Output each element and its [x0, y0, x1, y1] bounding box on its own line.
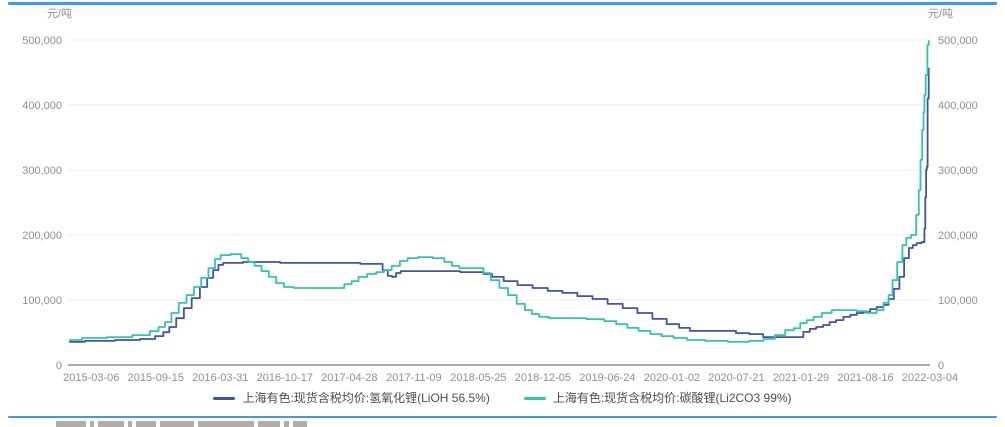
- x-axis-label: 2021-01-29: [773, 372, 829, 384]
- li2co3-line-marker-icon: [523, 396, 546, 400]
- y-axis-label-right: 300,000: [938, 165, 978, 177]
- x-axis-label: 2018-05-25: [450, 372, 506, 384]
- x-axis-label: 2015-03-06: [63, 372, 119, 384]
- legend-item-lioh[interactable]: 上海有色:现货含税均价:氢氧化锂(LiOH 56.5%): [213, 391, 490, 405]
- x-axis-label: 2019-06-24: [579, 372, 635, 384]
- y-axis-label-left: 500,000: [22, 35, 62, 47]
- x-axis-label: 2016-03-31: [192, 372, 248, 384]
- cropped-text-fragment: [56, 421, 307, 427]
- legend-item-li2co3[interactable]: 上海有色:现货含税均价:碳酸锂(Li2CO3 99%): [523, 391, 792, 405]
- y-axis-label-left: 200,000: [22, 230, 62, 242]
- y-axis-label-right: 200,000: [938, 230, 978, 242]
- y-axis-label-left: 400,000: [22, 100, 62, 112]
- x-axis-label: 2017-04-28: [321, 372, 377, 384]
- x-axis-label: 2021-08-16: [837, 372, 893, 384]
- y-axis-label-left: 300,000: [22, 165, 62, 177]
- y-axis-label-right: 500,000: [938, 35, 978, 47]
- y-axis-label-right: 100,000: [938, 295, 978, 307]
- x-axis-label: 2017-11-09: [386, 372, 441, 384]
- legend-label-li2co3: 上海有色:现货含税均价:碳酸锂(Li2CO3 99%): [552, 391, 792, 405]
- lioh-line-marker-icon: [213, 396, 236, 400]
- x-axis-label: 2020-07-21: [708, 372, 764, 384]
- li2co3-series-line: [68, 40, 930, 343]
- legend-label-lioh: 上海有色:现货含税均价:氢氧化锂(LiOH 56.5%): [242, 391, 490, 405]
- x-axis-label: 2020-01-02: [644, 372, 700, 384]
- y-axis-label-right: 0: [938, 360, 944, 372]
- x-axis-label: 2015-09-15: [128, 372, 184, 384]
- y-axis-unit-left: 元/吨: [47, 7, 72, 20]
- x-axis-label: 2016-10-17: [257, 372, 313, 384]
- chart-legend: 上海有色:现货含税均价:氢氧化锂(LiOH 56.5%) 上海有色:现货含税均价…: [0, 391, 1005, 405]
- y-axis-label-left: 0: [56, 360, 62, 372]
- x-axis-label: 2022-03-04: [902, 372, 958, 384]
- y-axis-unit-right: 元/吨: [928, 7, 953, 20]
- lioh-series-line: [68, 67, 930, 343]
- top-accent-border: [8, 2, 997, 5]
- x-axis-label: 2018-12-05: [515, 372, 571, 384]
- bottom-accent-border: [8, 416, 997, 418]
- y-axis-label-left: 100,000: [22, 295, 62, 307]
- y-axis-label-right: 400,000: [938, 100, 978, 112]
